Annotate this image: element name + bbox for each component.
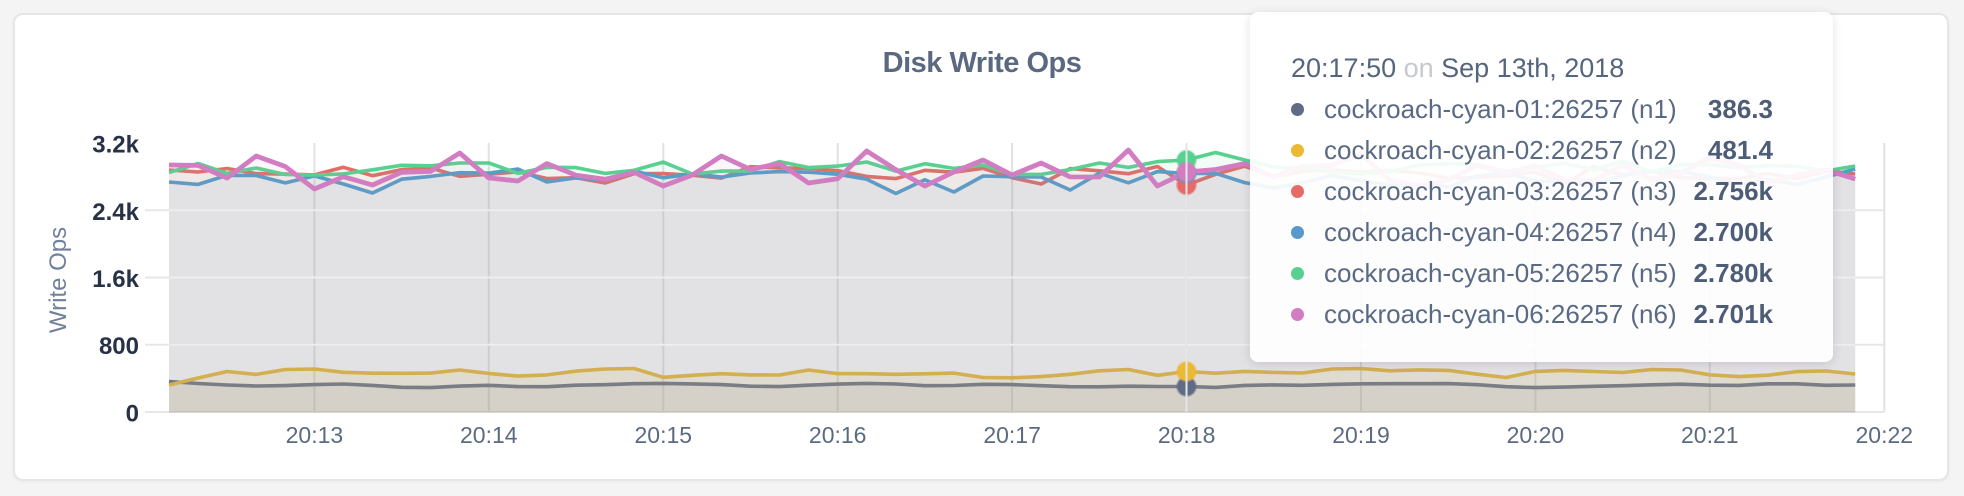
svg-text:20:19: 20:19 — [1332, 422, 1390, 448]
svg-text:20:15: 20:15 — [635, 422, 693, 448]
svg-text:20:17: 20:17 — [983, 422, 1041, 448]
svg-text:2.4k: 2.4k — [92, 199, 139, 226]
svg-text:20:22: 20:22 — [1856, 422, 1914, 448]
svg-text:1.6k: 1.6k — [92, 266, 139, 293]
svg-text:800: 800 — [99, 333, 139, 360]
svg-text:20:14: 20:14 — [460, 422, 518, 448]
svg-text:0: 0 — [126, 401, 139, 428]
svg-text:20:16: 20:16 — [809, 422, 867, 448]
svg-text:Write Ops: Write Ops — [45, 227, 72, 333]
svg-text:20:13: 20:13 — [286, 422, 344, 448]
svg-text:3.2k: 3.2k — [92, 132, 139, 159]
svg-text:20:18: 20:18 — [1158, 422, 1216, 448]
svg-text:20:21: 20:21 — [1681, 422, 1739, 448]
svg-text:20:20: 20:20 — [1507, 422, 1565, 448]
